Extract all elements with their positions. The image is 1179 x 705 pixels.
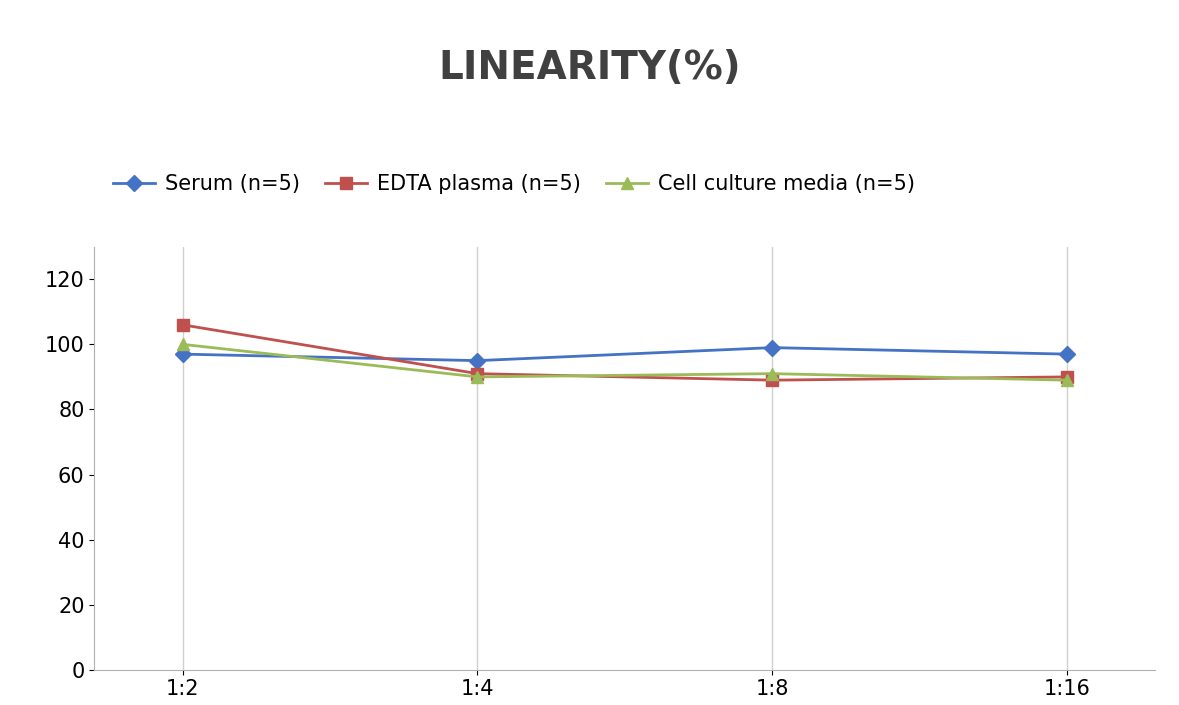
Cell culture media (n=5): [1060, 376, 1074, 384]
Cell culture media (n=5): [176, 340, 190, 348]
EDTA plasma (n=5): [1060, 373, 1074, 381]
Line: EDTA plasma (n=5): EDTA plasma (n=5): [177, 319, 1073, 386]
Legend: Serum (n=5), EDTA plasma (n=5), Cell culture media (n=5): Serum (n=5), EDTA plasma (n=5), Cell cul…: [105, 166, 923, 202]
Serum (n=5): [1060, 350, 1074, 358]
Serum (n=5): [176, 350, 190, 358]
Cell culture media (n=5): [470, 373, 485, 381]
Serum (n=5): [765, 343, 779, 352]
Serum (n=5): [470, 357, 485, 365]
Text: LINEARITY(%): LINEARITY(%): [439, 49, 740, 87]
EDTA plasma (n=5): [765, 376, 779, 384]
Cell culture media (n=5): [765, 369, 779, 378]
Line: Serum (n=5): Serum (n=5): [177, 342, 1073, 366]
EDTA plasma (n=5): [176, 321, 190, 329]
Line: Cell culture media (n=5): Cell culture media (n=5): [177, 339, 1073, 386]
EDTA plasma (n=5): [470, 369, 485, 378]
